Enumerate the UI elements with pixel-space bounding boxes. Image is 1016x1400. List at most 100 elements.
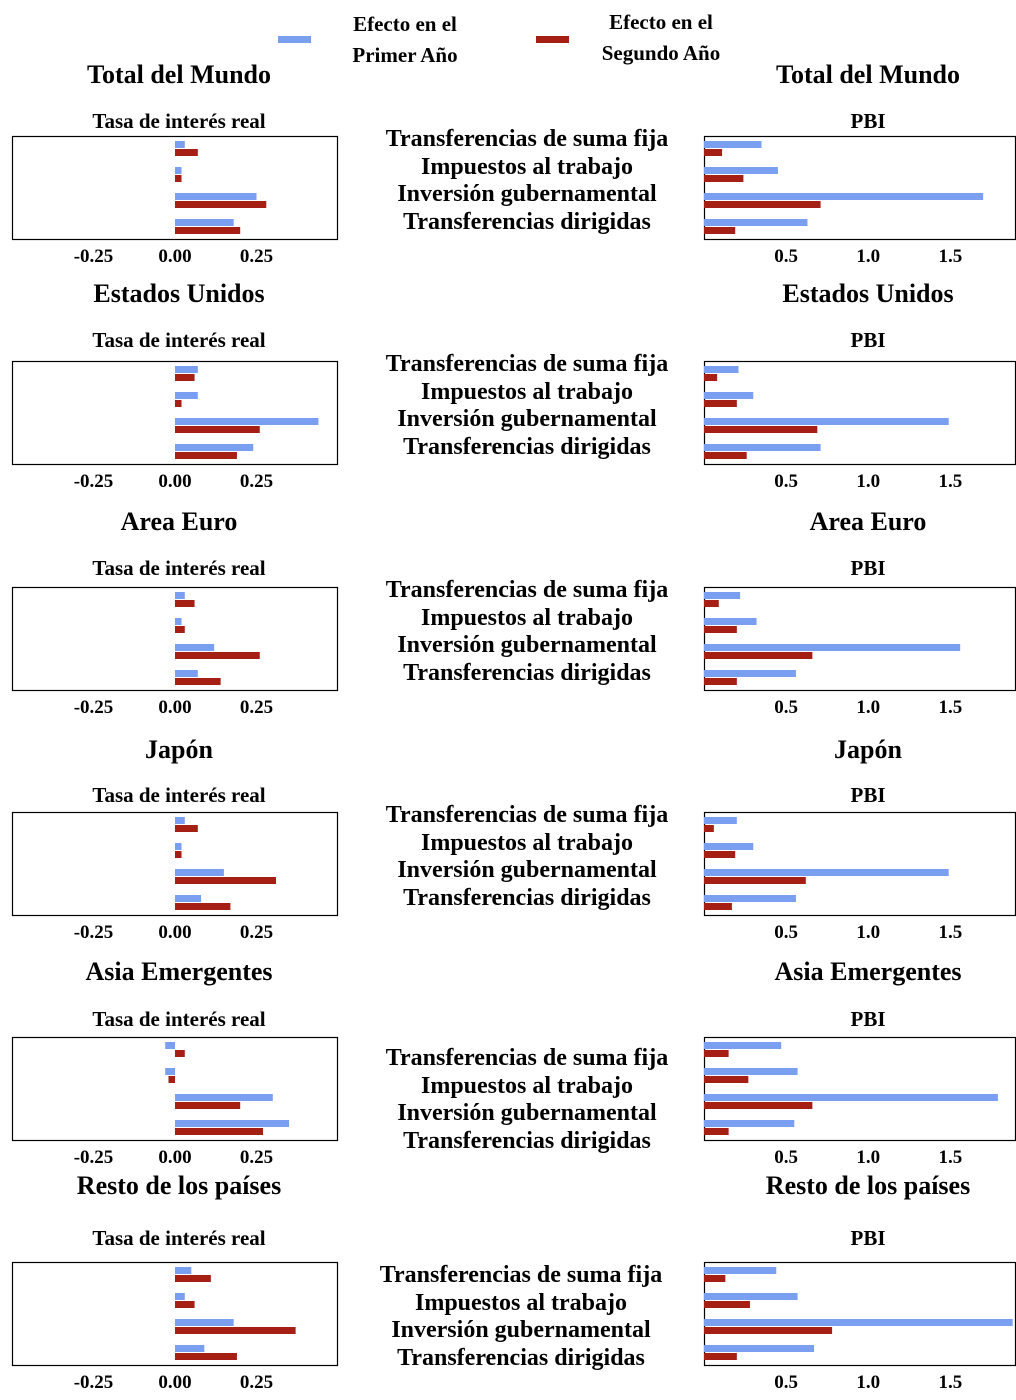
bar-second-year-impuestos-al-trabajo (704, 400, 737, 407)
bar-second-year-transferencias-de-suma-fija (704, 1050, 729, 1057)
chart-asia-emergentes-gdp: 0.5 1.0 1.5 (703, 1036, 1016, 1168)
bar-second-year-inversion-gubernamental (704, 877, 806, 884)
bar-second-year-inversion-gubernamental (175, 201, 267, 208)
panel-title-estados-unidos-interest-rate: Tasa de interés real (92, 328, 266, 352)
x-tick-label: 1.0 (856, 471, 880, 492)
x-tick-label: 1.0 (856, 697, 880, 718)
chart-area-euro-gdp: 0.5 1.0 1.5 (703, 586, 1016, 718)
bar-second-year-impuestos-al-trabajo (175, 851, 182, 858)
panel-title-asia-emergentes-gdp: PBI (850, 1007, 886, 1031)
x-tick-label: 0.25 (240, 1147, 273, 1168)
bar-first-year-transferencias-de-suma-fija (704, 592, 741, 599)
x-tick-label: 0.25 (240, 922, 273, 943)
category-label-transferencias-dirigidas: Transferencias dirigidas (403, 433, 651, 460)
x-tick-label: 0.5 (774, 922, 798, 943)
plot-frame (11, 135, 339, 241)
bar-second-year-transferencias-de-suma-fija (175, 1050, 185, 1057)
bar-first-year-inversion-gubernamental (704, 644, 961, 651)
category-labels-total-del-mundo: Transferencias de suma fija Impuestos al … (357, 126, 697, 236)
bar-first-year-impuestos-al-trabajo (175, 1293, 185, 1300)
plot-frame (11, 586, 339, 692)
chart-asia-emergentes-interest-rate: -0.25 0.00 0.25 (11, 1036, 339, 1168)
panel-title-total-del-mundo-gdp: PBI (850, 109, 886, 133)
panel-title-japon-gdp: PBI (850, 783, 886, 807)
region-title-estados-unidos-left: Estados Unidos (93, 279, 265, 308)
category-label-inversion-gubernamental: Inversión gubernamental (397, 1100, 657, 1126)
x-tick-label: 1.5 (938, 246, 962, 267)
bar-second-year-impuestos-al-trabajo (175, 1301, 195, 1308)
x-tick-label: 0.00 (158, 1147, 191, 1168)
bar-second-year-impuestos-al-trabajo (175, 626, 185, 633)
bar-second-year-transferencias-de-suma-fija (704, 374, 718, 381)
bar-second-year-transferencias-dirigidas (704, 227, 736, 234)
chart-area-euro-interest-rate: -0.25 0.00 0.25 (11, 586, 339, 718)
category-label-impuestos-al-trabajo: Impuestos al trabajo (420, 1072, 633, 1099)
bar-second-year-transferencias-dirigidas (704, 452, 747, 459)
category-labels-estados-unidos: Transferencias de suma fija Impuestos al … (357, 351, 697, 461)
chart-total-del-mundo-gdp: 0.5 1.0 1.5 (703, 135, 1016, 267)
bar-first-year-transferencias-dirigidas (704, 895, 796, 902)
bar-first-year-transferencias-de-suma-fija (704, 817, 737, 824)
bar-second-year-transferencias-de-suma-fija (704, 149, 723, 156)
category-label-transferencias-dirigidas: Transferencias dirigidas (403, 1127, 651, 1154)
x-tick-label: 1.5 (938, 1372, 962, 1393)
bar-first-year-inversion-gubernamental (175, 418, 319, 425)
bar-first-year-inversion-gubernamental (175, 869, 224, 876)
bar-first-year-impuestos-al-trabajo (175, 843, 182, 850)
x-tick-label: 0.5 (774, 1372, 798, 1393)
bar-first-year-inversion-gubernamental (175, 644, 215, 651)
panel-title-asia-emergentes-interest-rate: Tasa de interés real (92, 1007, 266, 1031)
category-label-impuestos-al-trabajo: Impuestos al trabajo (420, 153, 633, 180)
x-tick-label: 0.00 (158, 1372, 191, 1393)
bar-first-year-inversion-gubernamental (175, 1094, 273, 1101)
x-tick-label: 0.25 (240, 471, 273, 492)
bar-first-year-transferencias-dirigidas (704, 1120, 795, 1127)
bar-second-year-inversion-gubernamental (175, 1102, 241, 1109)
category-label-impuestos-al-trabajo: Impuestos al trabajo (414, 1289, 627, 1316)
x-tick-label: 0.5 (774, 1147, 798, 1168)
bar-first-year-transferencias-de-suma-fija (175, 366, 198, 373)
x-tick-label: 0.00 (158, 697, 191, 718)
category-label-impuestos-al-trabajo: Impuestos al trabajo (420, 378, 633, 405)
x-tick-label: 1.0 (856, 246, 880, 267)
panel-title-area-euro-interest-rate: Tasa de interés real (92, 556, 266, 580)
chart-resto-de-los-paises-gdp: 0.5 1.0 1.5 (703, 1261, 1016, 1393)
bar-second-year-transferencias-dirigidas (175, 903, 231, 910)
x-tick-label: 1.0 (856, 1147, 880, 1168)
bar-second-year-impuestos-al-trabajo (704, 851, 736, 858)
bar-second-year-transferencias-de-suma-fija (704, 600, 719, 607)
panel-title-japon-interest-rate: Tasa de interés real (92, 783, 266, 807)
bar-first-year-transferencias-de-suma-fija (704, 1267, 777, 1274)
region-title-resto-de-los-paises-left: Resto de los países (76, 1171, 282, 1200)
bar-second-year-impuestos-al-trabajo (704, 626, 737, 633)
bar-first-year-impuestos-al-trabajo (704, 1068, 798, 1075)
x-tick-label: 1.5 (938, 922, 962, 943)
bar-first-year-impuestos-al-trabajo (175, 392, 198, 399)
bar-first-year-transferencias-dirigidas (175, 1345, 205, 1352)
bar-first-year-impuestos-al-trabajo (165, 1068, 175, 1075)
category-label-inversion-gubernamental: Inversión gubernamental (391, 1317, 651, 1343)
bar-second-year-transferencias-dirigidas (175, 227, 241, 234)
category-label-inversion-gubernamental: Inversión gubernamental (397, 181, 657, 207)
category-label-inversion-gubernamental: Inversión gubernamental (397, 632, 657, 658)
chart-japon-gdp: 0.5 1.0 1.5 (703, 811, 1016, 943)
bar-second-year-impuestos-al-trabajo (704, 175, 744, 182)
chart-estados-unidos-gdp: 0.5 1.0 1.5 (703, 360, 1016, 492)
plot-frame (11, 811, 339, 917)
bar-second-year-transferencias-de-suma-fija (704, 1275, 726, 1282)
bar-first-year-transferencias-dirigidas (175, 670, 198, 677)
legend-label-second-year: Efecto en el Segundo Año (601, 10, 721, 65)
bar-first-year-transferencias-de-suma-fija (175, 141, 185, 148)
bar-first-year-inversion-gubernamental (704, 1319, 1013, 1326)
category-label-inversion-gubernamental: Inversión gubernamental (397, 406, 657, 432)
x-tick-label: -0.25 (74, 697, 114, 718)
category-labels-asia-emergentes: Transferencias de suma fija Impuestos al … (357, 1045, 697, 1155)
bar-first-year-transferencias-de-suma-fija (704, 1042, 782, 1049)
bar-first-year-transferencias-de-suma-fija (704, 141, 762, 148)
bar-second-year-inversion-gubernamental (704, 1102, 813, 1109)
x-tick-label: 0.25 (240, 246, 273, 267)
region-title-asia-emergentes-right: Asia Emergentes (774, 957, 962, 986)
category-label-transferencias-de-suma-fija: Transferencias de suma fija (385, 1045, 669, 1071)
category-label-inversion-gubernamental: Inversión gubernamental (397, 857, 657, 883)
x-tick-label: -0.25 (74, 1372, 114, 1393)
